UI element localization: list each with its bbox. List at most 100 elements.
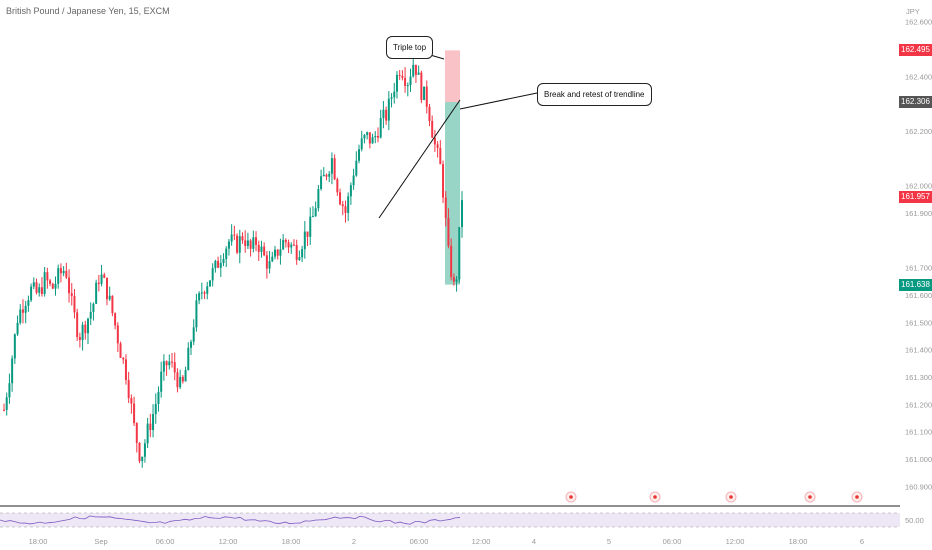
candle-body	[458, 227, 461, 280]
rsi-value-label: 50.00	[905, 516, 924, 525]
candle-body	[260, 246, 263, 252]
candle-body	[168, 361, 171, 366]
candle-body	[238, 236, 241, 253]
candle-body	[198, 293, 201, 301]
candle-body	[455, 279, 458, 282]
event-dot	[569, 495, 573, 499]
candle-body	[425, 86, 428, 107]
candle-body	[382, 109, 385, 119]
y-tick-label: 161.900	[905, 209, 932, 218]
x-tick-label: 06:00	[663, 537, 682, 546]
y-tick-label: 161.500	[905, 318, 932, 327]
candle-body	[116, 325, 119, 344]
x-tick-label: 5	[607, 537, 611, 546]
candle-body	[265, 255, 268, 269]
candle-body	[211, 268, 214, 281]
candle-body	[298, 257, 301, 260]
candle-body	[78, 337, 81, 341]
candle-body	[138, 442, 141, 462]
candle-body	[16, 322, 19, 335]
candle-body	[358, 149, 361, 161]
candle-body	[344, 206, 347, 213]
candle-body	[320, 176, 323, 190]
candle-body	[271, 256, 274, 262]
x-tick-label: 6	[860, 537, 864, 546]
candle-body	[274, 249, 277, 257]
candle-body	[366, 132, 369, 136]
candle-body	[246, 240, 249, 247]
y-tick-label: 161.400	[905, 346, 932, 355]
candle-body	[124, 359, 127, 381]
candle-body	[339, 192, 342, 205]
candle-body	[176, 372, 179, 388]
candle-body	[65, 270, 68, 278]
candle-body	[414, 64, 417, 75]
candle-body	[214, 260, 217, 269]
candle-body	[292, 244, 295, 246]
candle-body	[317, 189, 320, 209]
candle-body	[284, 239, 287, 243]
price-label-last: 161.957	[899, 191, 932, 204]
chart-title: British Pound / Japanese Yen, 15, EXCM	[6, 6, 170, 16]
candle-body	[439, 147, 442, 165]
candle-body	[46, 272, 49, 281]
price-label-retest: 162.306	[899, 96, 932, 109]
candle-body	[165, 361, 168, 366]
break-retest-callout[interactable]: Break and retest of trendline	[537, 83, 652, 106]
candle-body	[152, 414, 155, 431]
candle-body	[49, 280, 52, 284]
candle-body	[450, 245, 453, 278]
candle-body	[444, 197, 447, 218]
candle-body	[263, 246, 266, 256]
candle-body	[217, 260, 220, 268]
candle-body	[255, 237, 258, 245]
candle-body	[233, 234, 236, 236]
candle-body	[87, 318, 90, 334]
candle-body	[54, 283, 57, 289]
candle-body	[452, 277, 455, 282]
candle-body	[24, 305, 27, 313]
candle-body	[336, 179, 339, 193]
candle-body	[420, 72, 423, 100]
candle-body	[306, 231, 309, 237]
y-tick-label: 161.200	[905, 400, 932, 409]
candle-body	[325, 174, 328, 177]
candle-body	[290, 244, 293, 248]
candle-body	[135, 423, 138, 443]
candle-body	[92, 303, 95, 312]
candle-body	[322, 174, 325, 177]
candle-body	[447, 217, 450, 246]
candle-body	[311, 216, 314, 218]
candle-body	[68, 277, 71, 294]
x-tick-label: 12:00	[219, 537, 238, 546]
event-dot	[855, 495, 859, 499]
y-tick-label: 161.300	[905, 373, 932, 382]
candle-body	[203, 292, 206, 294]
candle-body	[333, 158, 336, 180]
candle-body	[295, 245, 298, 260]
candle-body	[181, 376, 184, 382]
candle-body	[249, 240, 252, 249]
candle-body	[225, 248, 228, 260]
currency-label: JPY	[906, 7, 920, 16]
candle-body	[38, 287, 41, 293]
candle-body	[57, 268, 60, 284]
candle-body	[27, 300, 30, 306]
candle-body	[162, 361, 165, 372]
y-tick-label: 162.400	[905, 72, 932, 81]
candle-body	[143, 443, 146, 457]
candle-body	[431, 120, 434, 138]
candle-body	[105, 277, 108, 300]
triple-top-callout[interactable]: Triple top	[386, 36, 434, 59]
rsi-line	[0, 515, 461, 525]
candle-body	[208, 280, 211, 287]
candle-body	[122, 357, 125, 360]
candle-body	[309, 216, 312, 237]
candle-body	[141, 456, 144, 462]
candle-body	[19, 309, 22, 323]
candle-body	[206, 286, 209, 294]
candle-body	[347, 196, 350, 213]
x-tick-label: Sep	[94, 537, 107, 546]
event-dot	[653, 495, 657, 499]
